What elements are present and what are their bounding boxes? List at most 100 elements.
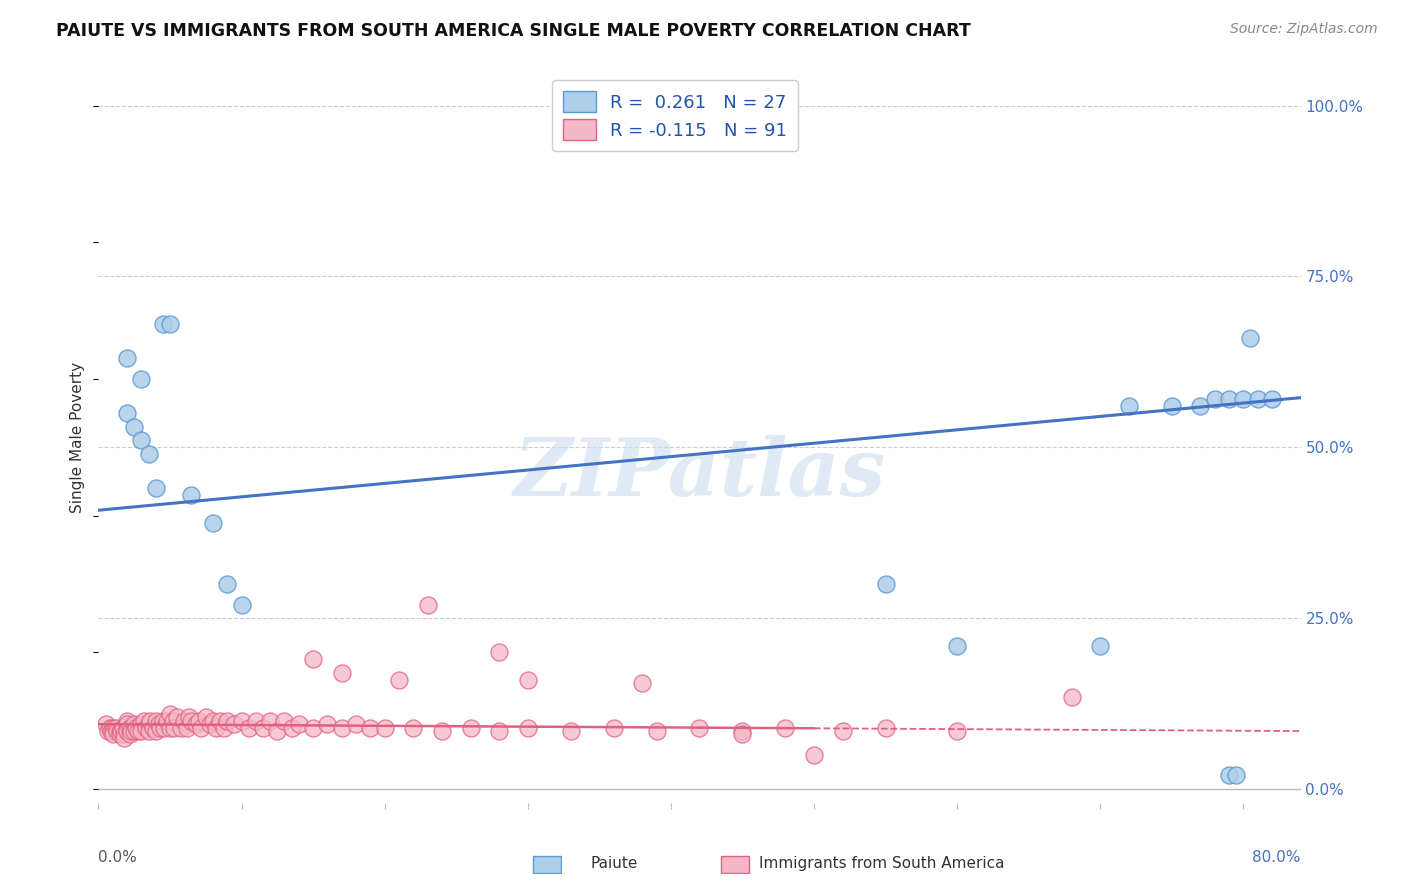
Point bbox=[875, 577, 897, 591]
Point bbox=[111, 721, 134, 735]
Point bbox=[645, 724, 668, 739]
Text: 80.0%: 80.0% bbox=[1253, 850, 1301, 865]
Point bbox=[631, 676, 654, 690]
Point bbox=[316, 717, 339, 731]
Point bbox=[115, 714, 138, 728]
Point bbox=[273, 714, 295, 728]
Point bbox=[488, 724, 510, 739]
Point bbox=[280, 721, 302, 735]
Point bbox=[330, 721, 353, 735]
Point bbox=[231, 714, 253, 728]
Point bbox=[131, 372, 153, 386]
Point bbox=[115, 717, 138, 731]
Point bbox=[217, 714, 239, 728]
Point bbox=[330, 665, 353, 680]
Point bbox=[115, 351, 138, 366]
Point bbox=[430, 724, 453, 739]
Point bbox=[245, 714, 267, 728]
Text: Source: ZipAtlas.com: Source: ZipAtlas.com bbox=[1230, 22, 1378, 37]
Point bbox=[170, 721, 193, 735]
Point bbox=[602, 721, 624, 735]
Point bbox=[187, 714, 209, 728]
Point bbox=[173, 714, 195, 728]
Point bbox=[156, 714, 179, 728]
Point bbox=[152, 714, 174, 728]
Point bbox=[252, 721, 274, 735]
Point bbox=[488, 645, 510, 659]
Point bbox=[131, 724, 153, 739]
Point bbox=[1218, 768, 1240, 782]
Point bbox=[190, 721, 212, 735]
Point bbox=[194, 710, 217, 724]
Point bbox=[104, 721, 127, 735]
Point bbox=[159, 706, 181, 721]
Point bbox=[122, 724, 145, 739]
Point bbox=[460, 721, 482, 735]
Point bbox=[204, 721, 226, 735]
Point bbox=[122, 717, 145, 731]
Point bbox=[180, 714, 202, 728]
Point bbox=[946, 724, 969, 739]
Point bbox=[98, 721, 121, 735]
Point bbox=[201, 714, 224, 728]
Point bbox=[166, 710, 188, 724]
Point bbox=[214, 721, 236, 735]
Point bbox=[110, 724, 132, 739]
Point bbox=[145, 481, 167, 495]
Point bbox=[184, 717, 207, 731]
Point bbox=[124, 721, 146, 735]
Point bbox=[1060, 690, 1083, 704]
Point bbox=[1088, 639, 1111, 653]
Text: ZIPatlas: ZIPatlas bbox=[513, 435, 886, 512]
Point bbox=[217, 577, 239, 591]
Point bbox=[159, 318, 181, 332]
Point bbox=[831, 724, 853, 739]
Point bbox=[238, 721, 260, 735]
Point bbox=[288, 717, 311, 731]
Point bbox=[516, 673, 538, 687]
Point bbox=[201, 516, 224, 530]
Point bbox=[145, 714, 167, 728]
Point bbox=[1204, 392, 1226, 407]
Point bbox=[516, 721, 538, 735]
Point bbox=[946, 639, 969, 653]
Point bbox=[153, 721, 176, 735]
Point bbox=[388, 673, 411, 687]
Point bbox=[115, 724, 138, 739]
Point bbox=[142, 721, 165, 735]
Point bbox=[162, 714, 184, 728]
Point bbox=[112, 727, 135, 741]
Point bbox=[128, 724, 150, 739]
Point bbox=[139, 714, 162, 728]
Point bbox=[108, 727, 131, 741]
Point bbox=[122, 420, 145, 434]
Point bbox=[359, 721, 381, 735]
Point bbox=[101, 727, 124, 741]
Point bbox=[266, 724, 288, 739]
Point bbox=[374, 721, 396, 735]
Point bbox=[302, 652, 325, 666]
Point bbox=[560, 724, 582, 739]
Legend: R =  0.261   N = 27, R = -0.115   N = 91: R = 0.261 N = 27, R = -0.115 N = 91 bbox=[553, 80, 797, 151]
Point bbox=[112, 731, 135, 745]
Point bbox=[1246, 392, 1268, 407]
Point bbox=[163, 721, 186, 735]
Point bbox=[1261, 392, 1284, 407]
Point bbox=[344, 717, 367, 731]
Point bbox=[152, 318, 174, 332]
Point bbox=[731, 724, 754, 739]
Point bbox=[231, 598, 253, 612]
Point bbox=[100, 724, 122, 739]
Point bbox=[101, 724, 124, 739]
Point bbox=[416, 598, 439, 612]
Text: PAIUTE VS IMMIGRANTS FROM SOUTH AMERICA SINGLE MALE POVERTY CORRELATION CHART: PAIUTE VS IMMIGRANTS FROM SOUTH AMERICA … bbox=[56, 22, 972, 40]
Point bbox=[145, 724, 167, 739]
Point bbox=[209, 714, 232, 728]
Point bbox=[176, 721, 198, 735]
Point bbox=[259, 714, 281, 728]
Point bbox=[105, 724, 128, 739]
Point bbox=[149, 721, 172, 735]
Point bbox=[775, 721, 797, 735]
Point bbox=[131, 434, 153, 448]
Point bbox=[135, 721, 157, 735]
